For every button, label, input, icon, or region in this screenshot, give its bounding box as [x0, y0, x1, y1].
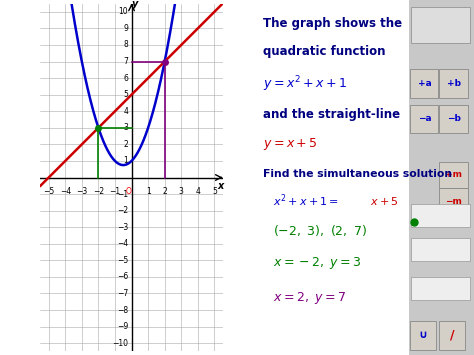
Text: −8: −8	[117, 306, 128, 315]
Text: 6: 6	[123, 73, 128, 83]
Text: −7: −7	[117, 289, 128, 298]
Text: $\mathit{y = x + 5}$: $\mathit{y = x + 5}$	[263, 136, 317, 153]
Text: 2: 2	[162, 187, 167, 196]
Bar	[409, 0, 474, 355]
Text: −10: −10	[112, 339, 128, 348]
Bar	[411, 204, 470, 227]
Text: +m: +m	[445, 170, 462, 179]
Bar	[411, 7, 470, 43]
FancyBboxPatch shape	[439, 321, 465, 350]
FancyBboxPatch shape	[439, 105, 467, 133]
Text: −a: −a	[418, 114, 431, 124]
Text: $\mathit{x = -2,\ y = 3}$: $\mathit{x = -2,\ y = 3}$	[273, 255, 362, 271]
Text: −5: −5	[43, 187, 55, 196]
Text: −1: −1	[109, 187, 120, 196]
Text: /: /	[450, 329, 455, 342]
Text: −3: −3	[76, 187, 88, 196]
Text: −5: −5	[117, 256, 128, 265]
FancyBboxPatch shape	[410, 105, 438, 133]
Text: 10: 10	[118, 7, 128, 16]
Text: +a: +a	[418, 79, 431, 88]
Text: 8: 8	[123, 40, 128, 49]
Text: −2: −2	[117, 206, 128, 215]
Text: 7: 7	[123, 57, 128, 66]
Text: 3: 3	[179, 187, 183, 196]
Text: $\mathit{x^2 + x + 1 =}$: $\mathit{x^2 + x + 1 =}$	[273, 192, 339, 209]
Text: −9: −9	[117, 322, 128, 331]
FancyBboxPatch shape	[439, 162, 467, 188]
Text: 5: 5	[212, 187, 217, 196]
Text: −4: −4	[60, 187, 71, 196]
Text: 5: 5	[123, 90, 128, 99]
Text: −4: −4	[117, 239, 128, 248]
Text: ∪: ∪	[419, 331, 428, 340]
Text: and the straight-line: and the straight-line	[263, 108, 400, 121]
Text: 4: 4	[123, 107, 128, 116]
Text: 2: 2	[123, 140, 128, 149]
FancyBboxPatch shape	[410, 69, 438, 98]
Text: O: O	[126, 187, 132, 196]
Text: $\mathit{x = 2,\ y = 7}$: $\mathit{x = 2,\ y = 7}$	[273, 290, 346, 306]
Text: −b: −b	[447, 114, 460, 124]
Text: −6: −6	[117, 272, 128, 282]
Text: $\mathit{y = x^2 + x + 1}$: $\mathit{y = x^2 + x + 1}$	[263, 75, 346, 94]
Text: 1: 1	[123, 157, 128, 165]
Text: +b: +b	[447, 79, 461, 88]
Text: The graph shows the: The graph shows the	[263, 17, 402, 29]
Text: 3: 3	[123, 123, 128, 132]
Text: Find the simultaneous solution: Find the simultaneous solution	[263, 169, 452, 179]
Text: $\mathit{x + 5}$: $\mathit{x + 5}$	[371, 195, 399, 207]
Text: x: x	[218, 181, 224, 191]
Text: −m: −m	[445, 197, 462, 206]
Text: 1: 1	[146, 187, 150, 196]
FancyBboxPatch shape	[439, 188, 467, 215]
Text: y: y	[133, 0, 139, 9]
Text: 9: 9	[123, 24, 128, 33]
FancyBboxPatch shape	[439, 69, 467, 98]
FancyBboxPatch shape	[410, 321, 436, 350]
Text: 4: 4	[195, 187, 200, 196]
Text: −3: −3	[117, 223, 128, 232]
Text: quadratic function: quadratic function	[263, 45, 385, 58]
Text: −2: −2	[93, 187, 104, 196]
Bar	[411, 277, 470, 300]
Text: −1: −1	[117, 190, 128, 198]
Bar	[411, 238, 470, 261]
Text: $\mathit{(-2,\ 3),\ (2,\ 7)}$: $\mathit{(-2,\ 3),\ (2,\ 7)}$	[273, 223, 367, 237]
